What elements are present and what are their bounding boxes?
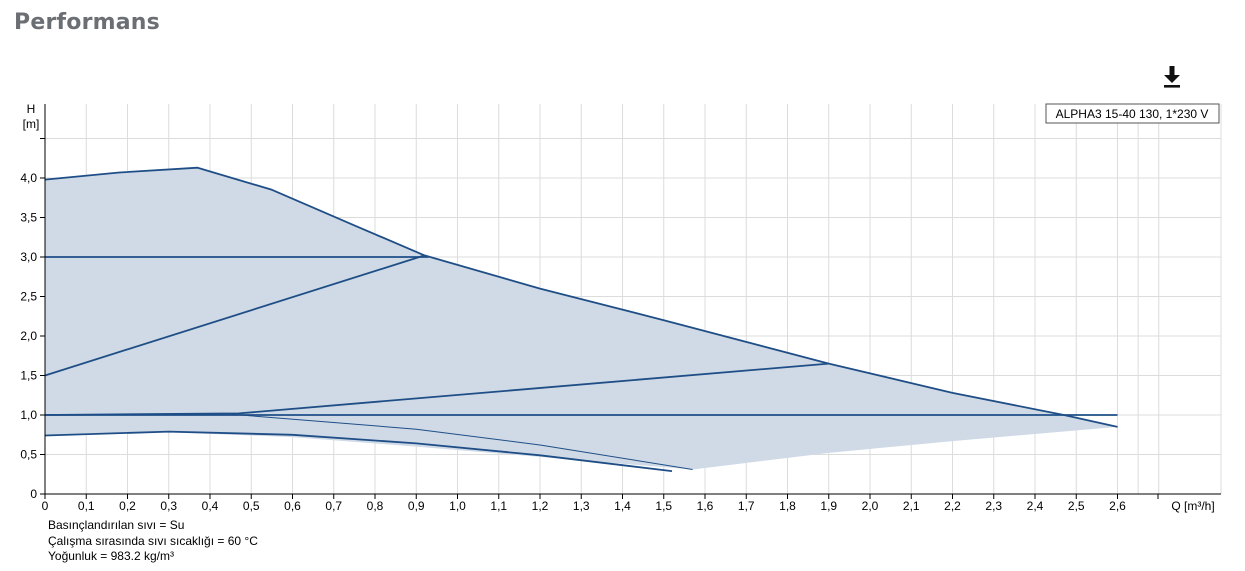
series-line-min-constant-tail bbox=[230, 413, 693, 470]
operating-area bbox=[45, 167, 1118, 470]
x-tick-label: 1,1 bbox=[490, 499, 507, 513]
x-tick-label: 0 bbox=[42, 499, 49, 513]
x-axis-ticks: 0 0,1 0,2 0,3 0,4 0,5 0,6 0,7 0,8 0,9 1,0 1,1 1,2 1,3… bbox=[42, 494, 1159, 513]
series-line-max-curve bbox=[44, 166, 1118, 428]
note-density: Yoğunluk = 983.2 kg/m³ bbox=[48, 549, 174, 563]
x-tick-label: 1,6 bbox=[697, 499, 714, 513]
y-tick-label: 2,5 bbox=[20, 290, 37, 304]
x-tick-label: 1,9 bbox=[820, 499, 837, 513]
x-tick-label: 0,8 bbox=[367, 499, 384, 513]
x-tick-label: 1,0 bbox=[449, 499, 466, 513]
chart-notes: Basınçlandırılan sıvı = Su Çalışma sıras… bbox=[48, 518, 258, 565]
x-tick-label: 1,2 bbox=[532, 499, 549, 513]
series-line-proportional-high bbox=[44, 254, 425, 377]
y-axis-label-line1: H bbox=[27, 102, 36, 116]
chart-series bbox=[44, 166, 1118, 472]
y-tick-label: 3,0 bbox=[20, 250, 37, 264]
x-tick-label: 1,7 bbox=[738, 499, 755, 513]
x-tick-label: 1,5 bbox=[655, 499, 672, 513]
series-line-min-curve bbox=[44, 430, 673, 472]
x-axis-label: Q [m³/h] bbox=[1171, 499, 1214, 513]
x-tick-label: 0,1 bbox=[78, 499, 95, 513]
x-tick-label: 1,8 bbox=[779, 499, 796, 513]
x-tick-label: 0,6 bbox=[284, 499, 301, 513]
y-tick-label: 1,0 bbox=[20, 408, 37, 422]
legend: ALPHA3 15-40 130, 1*230 V bbox=[1045, 103, 1220, 124]
y-axis-ticks: 0 0,5 1,0 1,5 2,0 2,5 3,0 3,5 4,0 bbox=[20, 138, 45, 501]
page-title: Performans bbox=[14, 10, 160, 35]
y-tick-label: 2,0 bbox=[20, 329, 37, 343]
y-tick-label: 0,5 bbox=[20, 448, 37, 462]
x-tick-label: 0,2 bbox=[119, 499, 136, 513]
y-tick-label: 3,5 bbox=[20, 211, 37, 225]
y-tick-label: 0 bbox=[30, 487, 37, 501]
chart-axes bbox=[44, 104, 1221, 495]
legend-label: ALPHA3 15-40 130, 1*230 V bbox=[1056, 107, 1209, 121]
x-tick-label: 0,3 bbox=[160, 499, 177, 513]
download-button[interactable] bbox=[1160, 64, 1184, 90]
x-tick-label: 0,7 bbox=[325, 499, 342, 513]
x-tick-label: 2,5 bbox=[1068, 499, 1085, 513]
y-tick-label: 4,0 bbox=[20, 171, 37, 185]
x-tick-label: 2,0 bbox=[862, 499, 879, 513]
x-tick-label: 2,1 bbox=[903, 499, 920, 513]
x-tick-label: 0,4 bbox=[202, 499, 219, 513]
x-tick-label: 2,6 bbox=[1109, 499, 1126, 513]
x-tick-label: 2,3 bbox=[985, 499, 1002, 513]
x-tick-label: 2,4 bbox=[1027, 499, 1044, 513]
x-tick-label: 2,2 bbox=[944, 499, 961, 513]
y-axis-label-line2: [m] bbox=[23, 117, 40, 131]
x-tick-label: 1,4 bbox=[614, 499, 631, 513]
x-tick-label: 0,9 bbox=[408, 499, 425, 513]
x-tick-label: 1,3 bbox=[573, 499, 590, 513]
y-tick-label: 1,5 bbox=[20, 369, 37, 383]
note-temperature: Çalışma sırasında sıvı sıcaklığı = 60 °C bbox=[48, 533, 258, 548]
note-fluid: Basınçlandırılan sıvı = Su bbox=[48, 518, 185, 532]
x-tick-label: 0,5 bbox=[243, 499, 260, 513]
download-icon bbox=[1164, 66, 1180, 88]
